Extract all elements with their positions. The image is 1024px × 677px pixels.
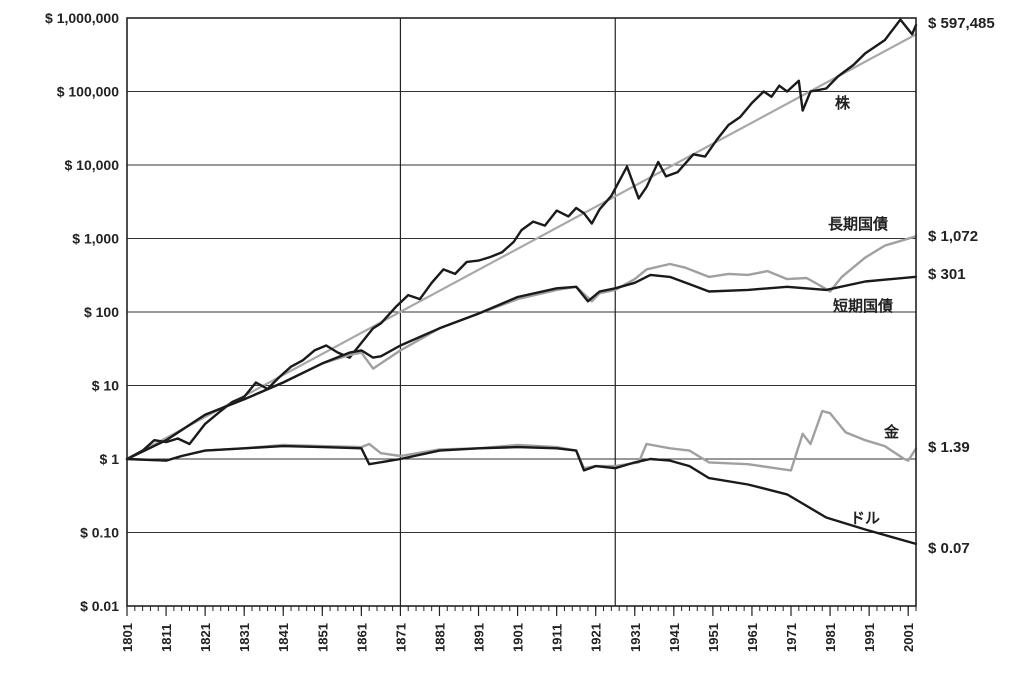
series-name-label: 長期国債 [828,215,888,233]
series-name-label: 短期国債 [833,297,893,315]
series-line [125,409,918,472]
y-tick-label: $ 1,000,000 [45,10,119,26]
series-end-value: $ 0.07 [928,540,970,557]
x-tick-label: 1881 [432,623,447,652]
series-labels: 株 $ 597,485 長期国債 $ 1,072 短期国債 $ 301 金 $ 1.39 ドル $… [828,15,995,557]
series-line [125,444,918,546]
plot-frame [126,17,917,607]
x-tick-label: 1981 [823,623,838,652]
series-end-value: $ 301 [928,266,966,283]
series-line [125,235,918,461]
x-tick-label: 1941 [667,623,682,652]
x-tick-label: 1951 [706,623,721,652]
x-tick-label: 1911 [550,624,565,652]
y-tick-label: $ 10,000 [65,157,120,173]
x-tick-label: 1931 [628,623,643,652]
series-end-value: $ 597,485 [928,15,995,32]
x-tick-label: 1821 [198,623,213,652]
y-tick-label: $ 0.01 [80,598,119,614]
series-end-value: $ 1,072 [928,228,978,245]
x-tick-label: 1921 [589,623,604,652]
series-line [125,18,918,461]
y-tick-label: $ 100 [84,304,119,320]
x-tick-label: 1801 [120,623,135,652]
x-axis-ticks: 1801 1811 1821 1831 1841 1851 1861 1871 1881 1891… [120,606,917,652]
y-tick-label: $ 10 [92,378,119,394]
x-tick-label: 1971 [784,623,799,652]
y-tick-label: $ 0.10 [80,525,119,541]
y-axis-ticks: $ 1,000,000 $ 100,000 $ 10,000 $ 1,000 $ 100… [45,10,119,614]
x-tick-label: 1901 [511,623,526,652]
x-tick-label: 1961 [745,623,760,652]
series-name-label: ドル [850,509,880,527]
x-tick-label: 2001 [901,623,916,652]
x-tick-label: 1861 [354,623,369,652]
x-tick-label: 1991 [862,623,877,652]
series-line [125,273,918,461]
y-tick-label: $ 100,000 [57,84,119,100]
grid [127,18,916,606]
series-name-label: 株 [835,94,851,112]
x-tick-label: 1831 [237,623,252,652]
x-tick-label: 1851 [315,623,330,652]
y-tick-label: $ 1 [100,451,120,467]
series-lines [125,18,918,546]
y-tick-label: $ 1,000 [72,231,119,247]
x-tick-label: 1891 [472,623,487,652]
series-name-label: 金 [883,423,900,441]
x-tick-label: 1841 [276,623,291,652]
x-tick-label: 1871 [393,623,408,652]
x-tick-label: 1811 [159,624,174,652]
series-end-value: $ 1.39 [928,439,970,456]
trend-line [125,33,918,461]
